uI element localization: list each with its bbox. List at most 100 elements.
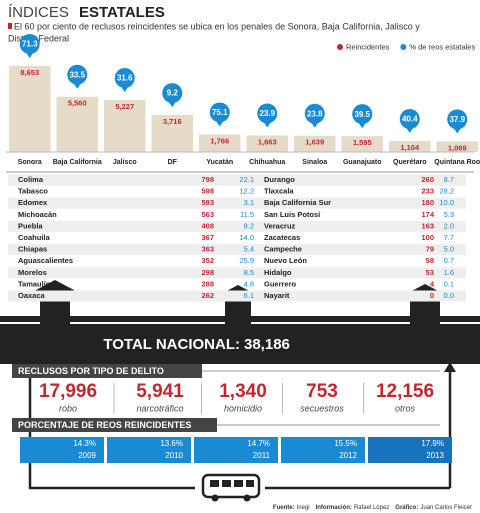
category-label: Guanajuato	[343, 159, 382, 166]
section-title: PORCENTAJE DE REOS REINCIDENTES	[18, 420, 191, 430]
footer-part: Información:	[316, 505, 352, 511]
bar	[294, 135, 336, 152]
state-name: Oaxaca	[18, 291, 46, 300]
state-name: Chiapas	[18, 245, 47, 254]
reincidentes: 288	[201, 279, 214, 288]
percent: 11.5	[240, 210, 254, 219]
reincidentes: 53	[426, 268, 434, 277]
state-name: Morelos	[18, 268, 47, 277]
state-name: Tabasco	[18, 187, 48, 196]
state-name: Colima	[18, 175, 44, 184]
reincidentes: 367	[201, 233, 214, 242]
value-label: 1,595	[353, 138, 372, 147]
percent-label: 23.8	[307, 109, 323, 118]
category-label: Baja California	[53, 159, 102, 166]
percent: 25.9	[239, 256, 254, 265]
crime-value: 5,941	[136, 381, 184, 402]
reincidentes: 58	[426, 256, 434, 265]
year-box	[20, 437, 104, 463]
percent-label: 71.3	[22, 40, 38, 49]
section-header	[12, 364, 202, 378]
year-percent: 15.5%	[334, 439, 357, 448]
state-name: Durango	[264, 175, 295, 184]
value-label: 1,639	[305, 138, 324, 147]
percent: 10.0	[439, 198, 454, 207]
reincidentes: 260	[421, 175, 434, 184]
year-percent: 17.9%	[421, 439, 444, 448]
percent: 14.0	[239, 233, 254, 242]
footer-part: Juan Carlos Fleicer	[420, 505, 472, 511]
reincidentes: 598	[201, 187, 214, 196]
year-label: 2011	[253, 451, 271, 460]
value-label: 1,104	[400, 143, 420, 152]
percent: 8.5	[244, 268, 254, 277]
percent-pin	[209, 102, 230, 123]
section-title: RECLUSOS POR TIPO DE DELITO	[18, 366, 164, 376]
bar	[56, 96, 98, 152]
crime-label: otros	[395, 403, 416, 413]
percent: 8.7	[444, 175, 454, 184]
percent-pin	[399, 109, 420, 130]
percent: 8.2	[244, 221, 254, 230]
year-label: 2012	[339, 451, 357, 460]
state-name: Veracruz	[264, 221, 296, 230]
percent-pin	[447, 109, 468, 130]
crime-value: 1,340	[219, 381, 267, 402]
value-label: 1,766	[210, 136, 229, 145]
state-name: Guerrero	[264, 279, 297, 288]
value-label: 8,653	[20, 68, 39, 77]
reincidentes: 174	[421, 210, 434, 219]
state-name: Zacatecas	[264, 233, 300, 242]
reincidentes: 408	[201, 221, 214, 230]
category-label: Chihuahua	[249, 159, 285, 166]
crime-label: homicidio	[224, 403, 262, 413]
state-name: Baja California Sur	[264, 198, 331, 207]
value-label: 5,560	[68, 99, 87, 108]
percent-label: 33.5	[69, 70, 85, 79]
row-bg	[8, 197, 266, 209]
year-box	[281, 437, 365, 463]
percent: 5.0	[444, 245, 454, 254]
reincidentes: 262	[201, 291, 214, 300]
value-label: 1,069	[448, 143, 467, 152]
percent-pin	[19, 34, 40, 54]
percent: 12.2	[239, 187, 254, 196]
reincidentes: 180	[421, 198, 434, 207]
percent-pin	[304, 103, 325, 124]
category-label: Quintana Roo	[434, 159, 480, 166]
state-name: Nayarit	[264, 291, 290, 300]
subtitle: El 60 por ciento de reclusos reincidente…	[14, 21, 420, 31]
percent: 0.0	[444, 291, 454, 300]
category-label: Sonora	[18, 159, 42, 166]
state-name: Tamaulipas	[18, 279, 59, 288]
footer-part: Fuente:	[273, 505, 295, 511]
bar	[436, 141, 478, 152]
row-bg	[8, 290, 266, 302]
row-bg	[8, 220, 266, 232]
reincidentes: 100	[421, 233, 434, 242]
reincidentes: 593	[201, 198, 214, 207]
category-label: Sinaloa	[302, 159, 327, 166]
state-name: Coahuila	[18, 233, 50, 242]
bullet	[8, 23, 12, 29]
section-header	[12, 418, 217, 432]
row-bg	[254, 220, 466, 232]
legend-dot	[337, 44, 343, 50]
row-bg	[254, 197, 466, 209]
flow-line	[28, 364, 452, 490]
value-label: 1,663	[258, 137, 277, 146]
category-label: DF	[168, 159, 178, 166]
percent: 0.1	[444, 279, 454, 288]
state-name: San Luis Potosí	[264, 210, 321, 219]
bar	[341, 136, 383, 152]
footer-part: Gráfico:	[395, 505, 418, 511]
bus-icon	[201, 473, 261, 502]
percent-label: 75.1	[212, 108, 228, 117]
percent-label: 9.2	[167, 89, 179, 98]
category-label: Jalisco	[113, 159, 137, 166]
legend-dot	[400, 44, 407, 50]
reincidentes: 233	[421, 187, 434, 196]
footer-part: Inegi	[297, 505, 310, 511]
row-bg	[8, 244, 266, 256]
percent-pin	[257, 103, 278, 124]
